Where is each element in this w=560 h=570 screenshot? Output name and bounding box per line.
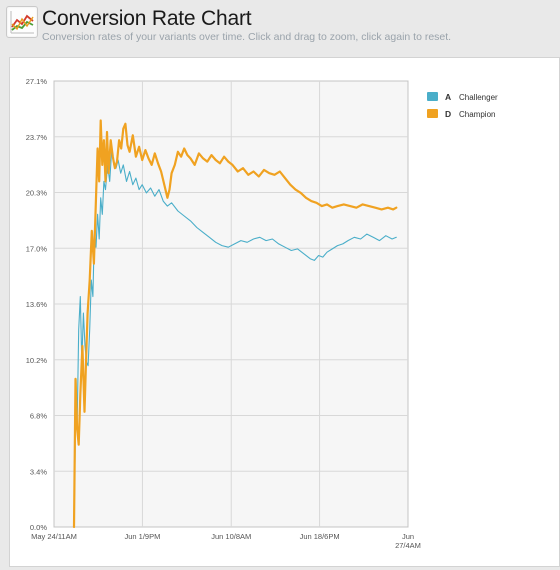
page-title: Conversion Rate Chart [42,7,252,30]
x-tick-label-line: Jun [402,532,414,541]
y-tick-label: 17.0% [26,244,48,253]
page-header: Conversion Rate Chart Conversion rates o… [0,0,560,50]
y-tick-label: 23.7% [26,133,48,142]
x-tick-label: Jun 10/8AM [211,532,251,541]
legend-key: A [445,92,451,102]
x-tick-label-line: Jun 1/9PM [124,532,160,541]
y-tick-label: 20.3% [26,189,48,198]
x-tick-label-line: May 24/11AM [31,532,77,541]
x-tick-label-line: 27/4AM [395,541,421,550]
x-tick-label: Jun 27/4AM [395,532,421,550]
series-line-champion [72,119,398,529]
legend-swatch[interactable] [427,109,438,118]
y-tick-label: 6.8% [30,412,47,421]
x-tick-label: Jun 18/6PM [300,532,340,541]
y-tick-label: 13.6% [26,300,48,309]
line-chart-icon [6,6,38,38]
y-tick-label: 3.4% [30,467,47,476]
conversion-rate-chart[interactable]: 0.0% 3.4% 6.8% 10.2% 13.6% 17.0% 20.3% 23.7% 27.… [10,58,559,566]
y-tick-label: 0.0% [30,523,47,532]
series-line-challenger [73,147,397,528]
chart-card: 0.0% 3.4% 6.8% 10.2% 13.6% 17.0% 20.3% 23.7% 27.… [9,57,560,567]
y-tick-label: 10.2% [26,356,48,365]
page-subtitle: Conversion rates of your variants over t… [42,31,452,43]
legend-swatch[interactable] [427,92,438,101]
x-tick-label-line: Jun 10/8AM [211,532,251,541]
legend-label[interactable]: Challenger [459,93,498,102]
x-tick-label-line: Jun 18/6PM [300,532,340,541]
legend-key: D [445,109,451,119]
legend-label[interactable]: Champion [459,110,495,119]
y-tick-label: 27.1% [26,77,48,86]
x-tick-label: Jun 1/9PM [124,532,160,541]
x-tick-label: May 24/11AM [31,532,77,541]
